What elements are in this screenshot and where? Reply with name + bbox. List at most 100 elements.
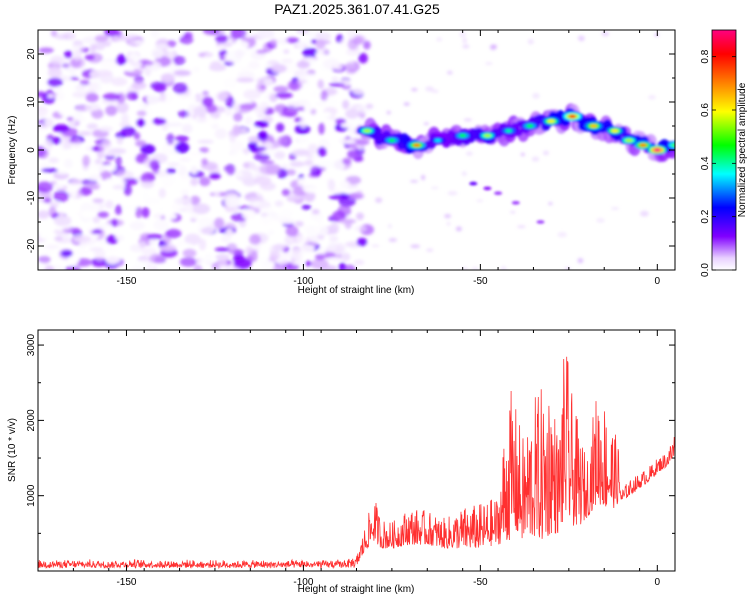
heatmap-noise-cell (455, 226, 462, 232)
heatmap-noise-cell (145, 174, 156, 181)
heatmap-noise-cell (190, 195, 201, 206)
heatmap-noise-cell (69, 56, 86, 69)
heatmap-noise-cell (96, 223, 113, 229)
heatmap-noise-cell (461, 267, 469, 270)
heatmap-noise-cell (115, 155, 122, 167)
heatmap-noise-cell (317, 248, 325, 255)
heatmap-signal-core (407, 141, 426, 150)
heatmap-noise-cell (236, 188, 250, 194)
heatmap-noise-cell (272, 243, 287, 251)
heatmap-noise-cell (84, 54, 95, 61)
snr-ytick-label: 2000 (26, 409, 37, 432)
heatmap-noise-cell (466, 151, 473, 156)
heatmap-noise-cell (274, 151, 286, 160)
snr-series-line (38, 356, 675, 570)
heatmap-noise-cell (136, 118, 146, 128)
heatmap-noise-cell (177, 242, 193, 247)
heatmap-noise-cell (269, 250, 280, 261)
heatmap-noise-cell (129, 53, 139, 60)
heatmap-xtick-label: 0 (655, 276, 661, 287)
heatmap-noise-cell (292, 149, 311, 157)
heatmap-noise-cell (165, 228, 182, 239)
heatmap-noise-cell (517, 225, 526, 228)
heatmap-noise-cell (294, 124, 311, 135)
heatmap-noise-cell (112, 179, 126, 185)
heatmap-noise-cell (56, 226, 71, 232)
heatmap-noise-cell (202, 96, 214, 108)
heatmap-noise-cell (60, 40, 76, 48)
heatmap-noise-cell (249, 234, 261, 245)
heatmap-noise-cell (335, 118, 347, 125)
heatmap-noise-cell (297, 178, 305, 187)
heatmap-noise-cell (115, 55, 127, 66)
heatmap-noise-cell (489, 44, 497, 51)
heatmap-noise-cell (278, 208, 294, 218)
heatmap-noise-cell (177, 44, 185, 54)
heatmap-noise-cell (145, 108, 155, 116)
heatmap-noise-cell (160, 93, 174, 104)
heatmap-noise-cell (123, 203, 138, 212)
heatmap-noise-cell (149, 237, 157, 247)
heatmap-noise-cell (180, 189, 189, 195)
heatmap-noise-cell (179, 157, 191, 162)
heatmap-noise-cell (199, 147, 210, 153)
heatmap-noise-cell (237, 71, 255, 80)
heatmap-noise-cell (115, 30, 123, 38)
heatmap-noise-cell (303, 103, 312, 113)
heatmap-noise-cell (214, 128, 227, 139)
heatmap-noise-cell (178, 165, 188, 177)
heatmap-noise-cell (121, 177, 139, 186)
heatmap-noise-cell (342, 157, 352, 165)
heatmap-signal-core (605, 126, 624, 135)
heatmap-noise-cell (97, 211, 109, 218)
heatmap-noise-cell (275, 92, 293, 99)
heatmap-noise-cell (158, 188, 166, 199)
heatmap-noise-cell (333, 92, 348, 100)
heatmap-noise-cell (104, 30, 119, 37)
heatmap-noise-cell (328, 82, 345, 87)
heatmap-noise-cell (214, 217, 225, 229)
heatmap-noise-cell (327, 179, 336, 191)
heatmap-ytick-label: 20 (26, 48, 37, 60)
heatmap-noise-cell (172, 183, 189, 188)
heatmap-noise-cell (60, 250, 73, 258)
heatmap-noise-cell (315, 253, 325, 261)
heatmap-noise-cell (135, 206, 142, 219)
heatmap-noise-cell (87, 82, 99, 91)
heatmap-noise-cell (310, 165, 322, 176)
heatmap-noise-cell (63, 158, 73, 169)
heatmap-noise-cell (160, 73, 175, 83)
heatmap-noise-cell (63, 50, 73, 59)
colorbar: 0.0 0.2 0.4 0.6 0.8 Normalized spectral ampl… (700, 29, 748, 277)
heatmap-noise-cell (365, 103, 374, 109)
heatmap-noise-cell (71, 43, 86, 52)
heatmap-noise-cell (329, 222, 340, 235)
heatmap-noise-cell (53, 91, 65, 101)
heatmap-noise-cell (312, 151, 319, 163)
heatmap-noise-cell (47, 93, 55, 99)
heatmap-noise-cell (88, 174, 103, 181)
heatmap-noise-cell (78, 131, 92, 136)
heatmap-noise-cell (410, 180, 419, 183)
heatmap-noise-cell (47, 67, 62, 79)
heatmap-noise-cell (310, 108, 317, 115)
heatmap-noise-cell (133, 132, 141, 140)
heatmap-noise-cell (279, 218, 296, 225)
heatmap-noise-cell (225, 108, 233, 116)
heatmap-noise-cell (446, 221, 451, 226)
heatmap-noise-cell (293, 79, 308, 84)
heatmap-noise-cell (252, 200, 261, 207)
heatmap-noise-cell (436, 37, 443, 42)
heatmap-noise-cell (193, 106, 208, 116)
heatmap-noise-cell (270, 38, 278, 46)
heatmap-noise-cell (189, 152, 203, 157)
heatmap-signal-core (634, 141, 653, 150)
heatmap-noise-cell (149, 159, 160, 170)
figure-title: PAZ1.2025.361.07.41.G25 (274, 1, 440, 17)
heatmap-noise-cell (50, 30, 58, 37)
heatmap-noise-cell (431, 186, 439, 190)
heatmap-noise-cell (356, 212, 364, 221)
heatmap-noise-cell (89, 70, 101, 79)
heatmap-noise-cell (82, 155, 91, 167)
